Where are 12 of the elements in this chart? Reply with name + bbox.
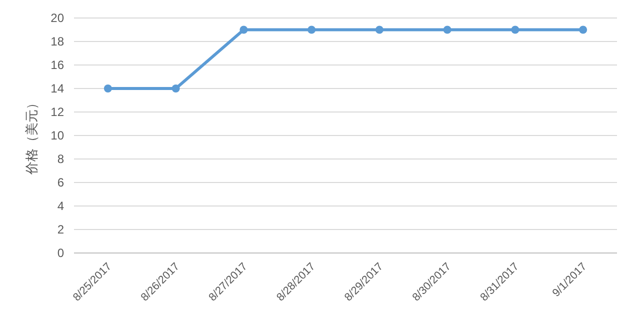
y-tick-label: 4 (57, 199, 64, 213)
y-tick-label: 8 (57, 152, 64, 166)
y-tick-label: 20 (50, 11, 64, 25)
y-tick-label: 6 (57, 176, 64, 190)
y-axis-title: 价格（美元） (24, 96, 39, 176)
y-tick-label: 12 (50, 105, 64, 119)
y-tick-label: 0 (57, 246, 64, 260)
y-tick-label: 16 (50, 58, 64, 72)
y-tick-label: 10 (50, 128, 64, 142)
y-tick-label: 2 (57, 222, 64, 236)
y-tick-label: 14 (50, 82, 64, 96)
y-tick-label: 18 (50, 34, 64, 48)
